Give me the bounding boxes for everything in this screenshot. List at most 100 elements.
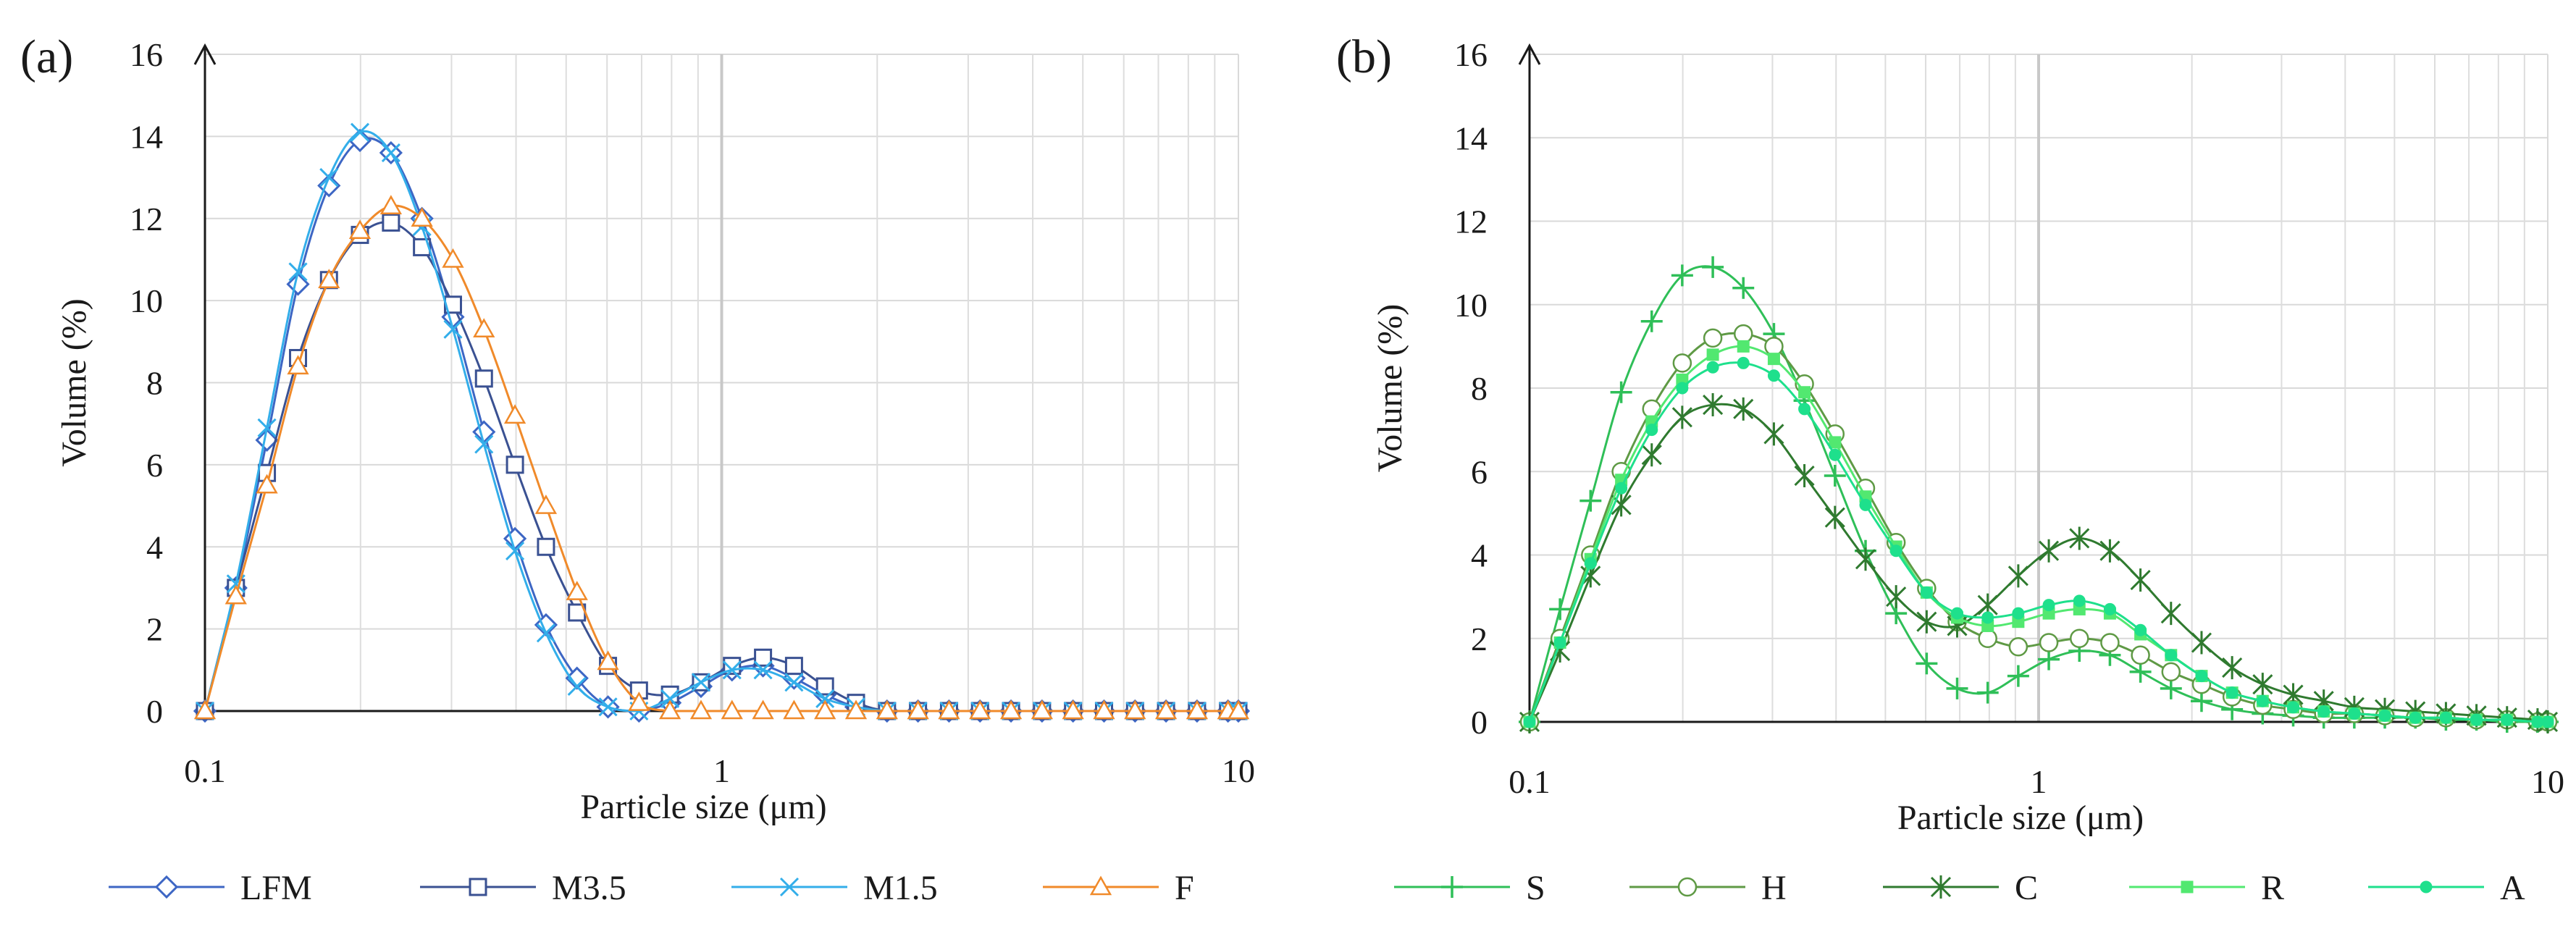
data-point: [381, 143, 400, 163]
data-point: [1764, 337, 1784, 356]
data-point: [907, 699, 929, 720]
data-point: [1703, 393, 1724, 417]
data-point: [815, 677, 834, 696]
data-point: [2038, 539, 2060, 563]
data-point: [505, 541, 525, 560]
data-point: [1641, 443, 1662, 467]
data-point: [1579, 489, 1602, 512]
y-tick-label: 12: [130, 201, 163, 237]
y-tick-label: 2: [1471, 621, 1488, 657]
data-point: [1706, 361, 1719, 374]
legend-marker: [1677, 877, 1698, 897]
data-point: [473, 318, 495, 338]
y-axis-arrow-icon: [1518, 43, 1541, 65]
legend-entry-m35: M3.5: [420, 869, 626, 907]
data-point: [814, 699, 836, 720]
data-point: [1671, 264, 1693, 287]
data-point: [2130, 568, 2151, 592]
data-point: [2409, 711, 2422, 724]
legend-entry-lfm: LFM: [109, 869, 312, 907]
legend-label: M3.5: [552, 869, 626, 907]
data-point: [1886, 585, 1907, 609]
data-point: [2069, 628, 2089, 648]
data-point: [2008, 637, 2029, 657]
data-point: [753, 660, 773, 680]
data-point: [2160, 602, 2181, 626]
data-point: [1610, 381, 1632, 403]
data-point: [969, 699, 991, 720]
data-point: [1584, 557, 1597, 570]
data-point: [1916, 610, 1937, 634]
y-axis-title: Volume (%): [55, 298, 93, 466]
data-point: [288, 262, 308, 282]
data-point: [628, 691, 650, 711]
data-point: [567, 676, 587, 697]
y-tick-label: 6: [146, 447, 163, 484]
data-point: [2541, 715, 2554, 728]
x-axis-title: Particle size (μm): [580, 788, 826, 826]
data-point: [443, 319, 463, 339]
data-point: [566, 581, 588, 600]
data-point: [752, 699, 774, 720]
data-point: [2191, 631, 2212, 655]
y-tick-label: 2: [146, 611, 163, 648]
data-point: [2103, 602, 2116, 615]
data-point: [350, 122, 370, 142]
data-point: [1978, 628, 1997, 648]
legend-entry-a: A: [2368, 869, 2525, 907]
data-point: [1951, 607, 1964, 620]
data-point: [534, 495, 558, 514]
legend-entry-c: C: [1883, 869, 2038, 907]
data-point: [2165, 649, 2178, 662]
data-point: [1154, 699, 1178, 720]
legend-label: M1.5: [863, 869, 938, 907]
data-point: [287, 355, 309, 375]
legend-label: A: [2500, 869, 2525, 907]
data-point: [1549, 598, 1572, 621]
chart-panel-a: 0 2 4 6 8 10 12 14 16 0.1 1 10 Particle size (μm) Vol…: [20, 30, 1255, 907]
data-point: [565, 666, 589, 690]
data-point: [660, 689, 680, 709]
data-point: [2161, 662, 2181, 682]
data-point: [722, 660, 742, 680]
data-point: [1672, 353, 1692, 373]
x-tick-label: 0.1: [1509, 763, 1551, 800]
data-point: [1737, 340, 1750, 353]
data-point: [2470, 713, 2483, 726]
data-point: [318, 269, 340, 289]
data-point: [999, 699, 1023, 720]
data-point: [1733, 324, 1753, 344]
data-point: [225, 584, 247, 605]
legend-entry-h: H: [1629, 869, 1787, 907]
data-point: [1553, 636, 1566, 649]
data-point: [784, 657, 803, 676]
data-point: [2222, 656, 2243, 680]
data-point: [2439, 711, 2452, 724]
data-point: [2501, 713, 2514, 726]
data-point: [1186, 699, 1209, 720]
data-point: [815, 689, 835, 709]
data-point: [442, 248, 464, 268]
data-point: [503, 404, 526, 424]
data-point: [348, 219, 372, 240]
y-tick-label: 4: [146, 529, 163, 565]
data-point: [2042, 599, 2055, 612]
data-point: [658, 699, 681, 720]
data-point: [505, 455, 524, 474]
data-point: [598, 697, 618, 717]
data-point: [844, 699, 868, 720]
data-point: [1062, 699, 1084, 720]
data-point: [1124, 699, 1146, 720]
y-axis-title: Volume (%): [1371, 304, 1409, 472]
legend-label: H: [1761, 869, 1787, 907]
data-point: [2007, 564, 2029, 588]
data-point: [1093, 699, 1115, 720]
x-tick-label: 10: [2531, 763, 2564, 800]
data-point: [1767, 353, 1780, 366]
legend-marker: [469, 878, 487, 896]
data-point: [537, 537, 555, 556]
data-point: [2378, 709, 2391, 722]
data-point: [2252, 673, 2273, 697]
data-point: [1859, 498, 1872, 511]
data-point: [721, 699, 743, 720]
